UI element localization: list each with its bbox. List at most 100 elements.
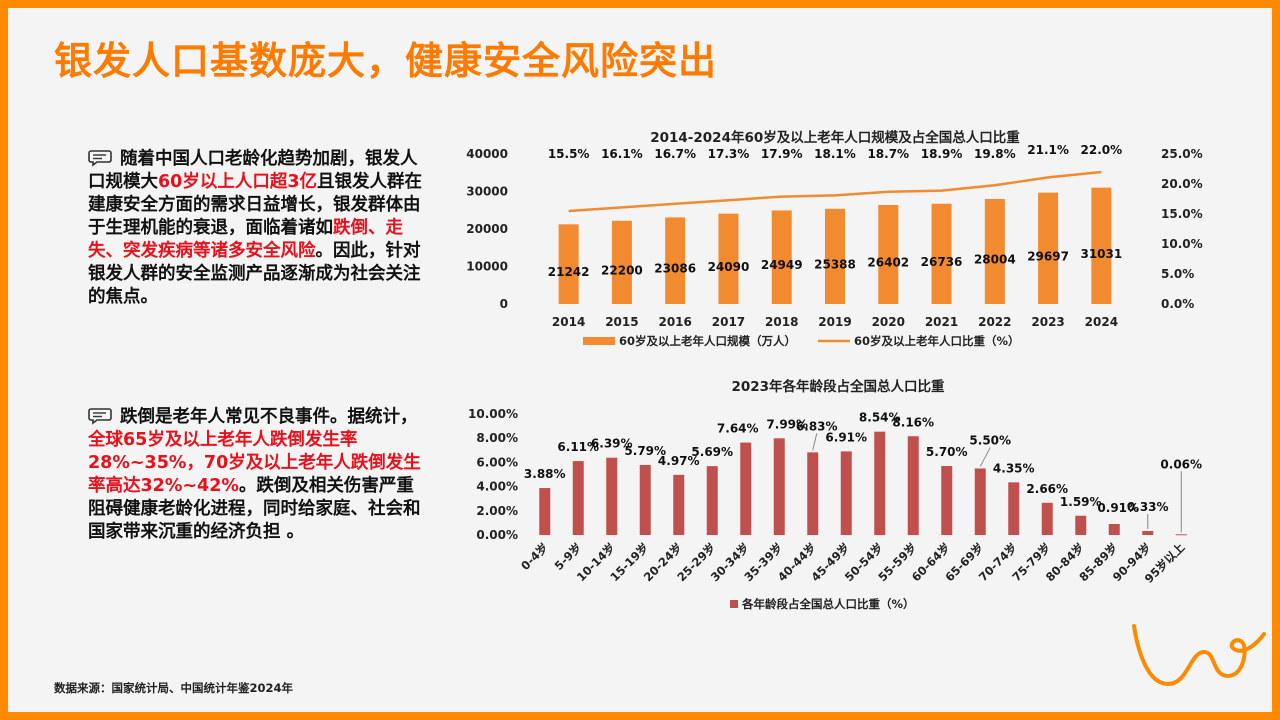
chart1-line-value-label: 18.1% xyxy=(814,147,856,161)
chart2-bar xyxy=(974,468,986,535)
chart2-bar xyxy=(1041,502,1053,535)
chart1-y2-tick-label: 10.0% xyxy=(1161,237,1203,251)
chart2-value-label: 0.91% xyxy=(1097,501,1139,515)
paragraph-1-text-a: 随着中国人口老龄化趋势加剧，银发人口规模大 xyxy=(88,149,418,192)
chart1-bar-value-label: 23086 xyxy=(654,262,696,276)
chart1-x-tick-label: 2024 xyxy=(1085,315,1118,329)
chart1-y2-tick-label: 20.0% xyxy=(1161,177,1203,191)
chart2-value-label: 7.64% xyxy=(717,422,759,436)
chart2-value-label: 2.66% xyxy=(1026,482,1068,496)
chart2-value-label: 7.99% xyxy=(766,417,808,431)
chat-bubble-icon xyxy=(88,408,112,425)
chart1-legend-line-label: 60岁及以上老年人口比重（%） xyxy=(854,334,1020,348)
chart2-bar xyxy=(706,466,718,535)
chart2-bar xyxy=(572,461,584,535)
chart1-bar-value-label: 31031 xyxy=(1080,247,1122,261)
paragraph-2-text-a: 跌倒是老年人常见不良事件。据统计， xyxy=(120,407,418,427)
paragraph-1-highlight-b: 跌倒、走失、突发疾病等诸多安全风险 xyxy=(88,218,403,261)
chart2-y-tick-label: 8.00% xyxy=(476,431,518,445)
chart2-bar xyxy=(1142,531,1154,535)
chart2-value-label: 5.79% xyxy=(624,444,666,458)
chart1-bar xyxy=(1091,187,1112,304)
chart1-bar-value-label: 26736 xyxy=(921,255,963,269)
chart2-bar xyxy=(606,457,618,535)
chart2-value-label: 6.39% xyxy=(591,437,633,451)
chart1-line-value-label: 15.5% xyxy=(548,147,590,161)
chart2-bar xyxy=(907,436,919,535)
chart1-y2-tick-label: 0.0% xyxy=(1161,297,1194,311)
chart1-line-value-label: 16.7% xyxy=(654,147,696,161)
chart1-x-tick-label: 2018 xyxy=(765,315,798,329)
paragraph-1: 随着中国人口老龄化趋势加剧，银发人口规模大60岁以上人口超3亿且银发人群在建康安… xyxy=(88,148,428,309)
chart2-legend-swatch xyxy=(730,600,738,608)
chart1-bar-value-label: 22200 xyxy=(601,263,643,277)
chart2-value-label: 6.11% xyxy=(557,440,599,454)
chart1-bar xyxy=(931,203,952,304)
chart1-line-value-label: 18.7% xyxy=(867,147,909,161)
chart1-y-tick-label: 20000 xyxy=(466,222,508,236)
chart2-y-tick-label: 10.00% xyxy=(468,407,518,421)
paragraph-1-highlight-a: 60岁以上人口超3亿 xyxy=(158,172,318,192)
chart2-value-label: 0.33% xyxy=(1127,500,1169,514)
chart2-bar xyxy=(840,451,852,535)
chart2-bar xyxy=(807,452,819,535)
chart2-y-tick-label: 0.00% xyxy=(476,528,518,542)
chart2-label-leader-line xyxy=(812,433,818,451)
chart1-y-tick-label: 30000 xyxy=(466,185,508,199)
chart1-line-value-label: 19.8% xyxy=(974,147,1016,161)
chart1-bar-value-label: 29697 xyxy=(1027,249,1069,263)
chart1-bar xyxy=(558,224,579,304)
chart2-bar xyxy=(539,488,551,535)
chart1-bar xyxy=(1038,192,1059,304)
chart1-x-tick-label: 2023 xyxy=(1031,315,1064,329)
chart2-title: 2023年各年龄段占全国总人口比重 xyxy=(731,378,945,395)
chart2-bar xyxy=(673,474,685,535)
chart1-line-value-label: 16.1% xyxy=(601,147,643,161)
chart2-y-tick-label: 2.00% xyxy=(476,504,518,518)
chart1-x-tick-label: 2021 xyxy=(925,315,958,329)
chart2-value-label: 0.06% xyxy=(1160,457,1202,471)
chart1-bar xyxy=(771,210,792,304)
chart1-x-tick-label: 2016 xyxy=(658,315,691,329)
slide: 银发人口基数庞大，健康安全风险突出 随着中国人口老龄化趋势加剧，银发人口规模大6… xyxy=(8,8,1272,712)
chart1-line-value-label: 22.0% xyxy=(1081,143,1123,157)
chart2-bar xyxy=(639,464,651,535)
chart1-bar-value-label: 24949 xyxy=(761,258,803,272)
chart1-bar xyxy=(718,213,739,304)
chart1-x-tick-label: 2015 xyxy=(605,315,638,329)
chart1-line-value-label: 17.3% xyxy=(708,147,750,161)
chart1-bar xyxy=(665,217,686,304)
chart1-line-value-label: 21.1% xyxy=(1027,143,1069,157)
chart2-value-label: 3.88% xyxy=(524,467,566,481)
chart1-bar xyxy=(878,204,899,304)
chart1-x-tick-label: 2020 xyxy=(872,315,905,329)
chart1-bar-value-label: 28004 xyxy=(974,252,1016,266)
paragraph-2: 跌倒是老年人常见不良事件。据统计， 全球65岁及以上老年人跌倒发生率28%~35%… xyxy=(88,406,428,544)
chart1-bar xyxy=(984,198,1005,304)
chart2-bar xyxy=(1108,523,1120,535)
chart1-bar xyxy=(611,220,632,304)
page-title: 银发人口基数庞大，健康安全风险突出 xyxy=(54,39,718,83)
chart2-value-label: 1.59% xyxy=(1060,495,1102,509)
chart1-x-tick-label: 2014 xyxy=(552,315,585,329)
paragraph-2-highlight: 全球65岁及以上老年人跌倒发生率28%~35%，70岁及以上老年人跌倒发生率高达… xyxy=(88,430,421,496)
chart2-bar xyxy=(740,442,752,535)
chart1-y-tick-label: 0 xyxy=(500,297,508,311)
chart2-y-tick-label: 4.00% xyxy=(476,480,518,494)
chart2-bar xyxy=(1075,515,1087,535)
charts-canvas: 2014-2024年60岁及以上老年人口规模及占全国总人口比重 0 10000 200… xyxy=(466,129,1203,611)
chart1-bar-value-label: 24090 xyxy=(708,260,750,274)
chart2-value-label: 8.54% xyxy=(859,411,901,425)
chart1-y2-tick-label: 25.0% xyxy=(1161,147,1203,161)
chart2-value-label: 6.91% xyxy=(825,430,867,444)
chart2-y-tick-label: 6.00% xyxy=(476,455,518,469)
chat-bubble-icon xyxy=(88,150,112,167)
chart2-bar xyxy=(1175,534,1187,536)
chart1-legend-bar-label: 60岁及以上老年人口规模（万人） xyxy=(619,334,796,348)
chart1-line-value-label: 18.9% xyxy=(921,147,963,161)
chart2-bar xyxy=(941,466,953,535)
chart1-legend-bar-swatch xyxy=(583,337,615,345)
chart1-bar-value-label: 26402 xyxy=(867,255,909,269)
chart2-legend-label: 各年龄段占全国总人口比重（%） xyxy=(741,597,915,611)
chart2-value-label: 4.97% xyxy=(658,454,700,468)
